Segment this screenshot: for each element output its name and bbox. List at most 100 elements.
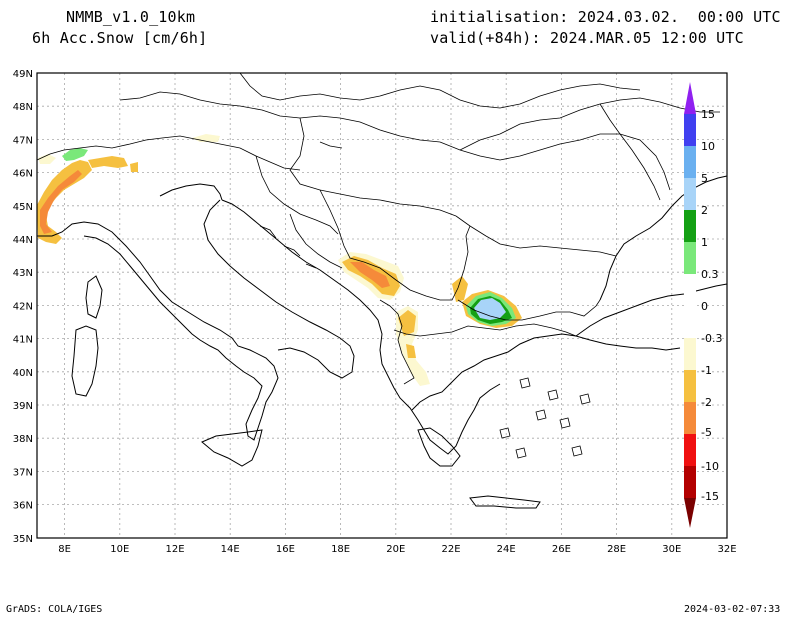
longitude-labels: 8E 10E 12E 14E 16E 18E 20E 22E 24E 26E 28E 30E 32E: [58, 544, 736, 555]
snow-area-alps-west: [37, 160, 92, 244]
coast-islands-dalmatia: [259, 141, 343, 269]
latitude-label: 38N: [13, 434, 33, 445]
colorbar-swatch-2: [684, 178, 696, 210]
border-serbia: [319, 189, 471, 301]
snow-area-alps-north-light: [38, 154, 56, 164]
coast-peloponnese: [417, 427, 461, 467]
latitude-label: 43N: [13, 268, 33, 279]
coast-turkey: [575, 283, 728, 337]
longitude-label: 22E: [441, 544, 460, 555]
latitude-labels: 49N 48N 47N 46N 45N 44N 43N 42N 41N 40N 39N 38N 37N 3…: [13, 69, 33, 545]
latitude-label: 36N: [13, 501, 33, 512]
colorbar-label: 15: [701, 108, 715, 121]
longitude-label: 12E: [165, 544, 184, 555]
coast-islands-aegean: [499, 377, 591, 459]
longitude-label: 16E: [276, 544, 295, 555]
coast-greece: [411, 333, 681, 411]
border-ukraine: [459, 97, 720, 151]
colorbar-label: 0.3: [701, 268, 719, 281]
coastlines: [36, 72, 728, 509]
credit-text: GrADS: COLA/IGES: [6, 604, 103, 615]
colorbar-label: -1: [701, 364, 712, 377]
longitude-label: 8E: [58, 544, 71, 555]
border-bulgaria: [457, 299, 601, 321]
latitude-label: 40N: [13, 368, 33, 379]
colorbar-label: -5: [701, 426, 712, 439]
coast-corsica: [85, 275, 103, 319]
longitude-label: 24E: [497, 544, 516, 555]
border-north: [239, 72, 641, 109]
snow-area-albania: [398, 310, 416, 336]
coast-italy: [37, 221, 279, 441]
snow-area-alps-green: [62, 148, 88, 161]
graticule: [37, 73, 727, 538]
latitude-label: 46N: [13, 169, 33, 180]
border-bosnia: [289, 213, 343, 269]
colorbar-swatch-zero: [684, 274, 696, 338]
colorbar-swatch-5: [684, 146, 696, 178]
border-croatia: [255, 155, 339, 235]
latitude-label: 42N: [13, 301, 33, 312]
model-title: NMMB_v1.0_10km: [66, 8, 196, 26]
snow-area-alps-west-core: [40, 170, 82, 234]
coast-crete: [469, 495, 541, 509]
longitude-label: 26E: [552, 544, 571, 555]
border-alps: [36, 135, 301, 171]
colorbar-swatch-neg03: [684, 338, 696, 370]
snow-area-dinaric-core: [350, 262, 390, 288]
coast-balkans: [221, 199, 501, 455]
snow-area-rhodope-2cm: [474, 298, 506, 320]
colorbar-swatch-neg1: [684, 370, 696, 402]
colorbar-label: -0.3: [701, 332, 722, 345]
longitude-label: 20E: [386, 544, 405, 555]
colorbar-swatch-neg2: [684, 402, 696, 434]
colorbar-labels: 15 10 5 2 1 0.3 0 -0.3 -1 -2 -5 -10 -15: [701, 108, 722, 503]
border-danube: [455, 215, 617, 257]
colorbar-label: 5: [701, 172, 708, 185]
border-albania: [379, 299, 415, 385]
snow-area-alps-north: [88, 156, 128, 168]
colorbar-swatch-1: [684, 210, 696, 242]
colorbar-label: 0: [701, 300, 708, 313]
latitude-label: 45N: [13, 202, 33, 213]
colorbar: 15 10 5 2 1 0.3 0 -0.3 -1 -2 -5 -10 -15: [684, 82, 722, 528]
border-central-europe: [119, 91, 441, 143]
colorbar-label: -15: [701, 490, 719, 503]
border-hungary: [289, 117, 457, 217]
colorbar-label: -10: [701, 460, 719, 473]
longitude-label: 14E: [221, 544, 240, 555]
longitude-label: 18E: [331, 544, 350, 555]
border-greece-north: [393, 323, 577, 337]
snow-area-albania-south: [406, 344, 416, 358]
timestamp-text: 2024-03-02-07:33: [684, 604, 781, 615]
map-frame: [36, 72, 728, 539]
latitude-label: 48N: [13, 102, 33, 113]
coast-sardinia: [71, 325, 99, 397]
colorbar-swatch-03: [684, 242, 696, 274]
colorbar-swatch-neg10: [684, 466, 696, 498]
colorbar-swatch-neg5: [684, 434, 696, 466]
colorbar-swatch-10: [684, 114, 696, 146]
coast-black-sea: [599, 175, 728, 301]
snow-area-bulgaria-west: [452, 276, 468, 302]
latitude-label: 37N: [13, 467, 33, 478]
colorbar-top-triangle: [684, 82, 696, 114]
snow-shading: [37, 134, 522, 386]
colorbar-label: 10: [701, 140, 715, 153]
border-romania: [439, 133, 671, 191]
longitude-label: 10E: [110, 544, 129, 555]
longitude-label: 30E: [662, 544, 681, 555]
coast-italy-east: [203, 199, 355, 379]
longitude-label: 32E: [717, 544, 736, 555]
latitude-label: 39N: [13, 401, 33, 412]
latitude-label: 49N: [13, 69, 33, 80]
colorbar-label: 2: [701, 204, 708, 217]
latitude-label: 41N: [13, 335, 33, 346]
coast-adriatic-north: [159, 183, 223, 201]
field-title: 6h Acc.Snow [cm/6h]: [32, 29, 208, 47]
coast-sicily: [201, 429, 263, 467]
latitude-label: 47N: [13, 135, 33, 146]
border-moldova: [599, 103, 661, 201]
valid-time: valid(+84h): 2024.MAR.05 12:00 UTC: [430, 29, 744, 47]
